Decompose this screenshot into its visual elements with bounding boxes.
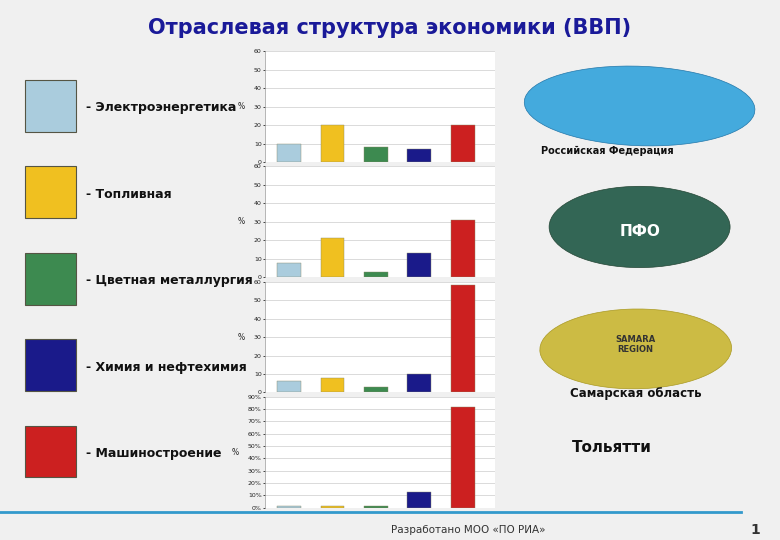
- Text: 1: 1: [750, 523, 760, 537]
- Y-axis label: % : %: [238, 102, 247, 111]
- Text: Тольятти: Тольятти: [573, 440, 652, 455]
- Bar: [407, 253, 431, 278]
- Text: - Топливная: - Топливная: [86, 188, 172, 201]
- Bar: [407, 149, 431, 162]
- Text: ПФО: ПФО: [619, 224, 660, 239]
- Text: Отраслевая структура экономики (ВВП): Отраслевая структура экономики (ВВП): [148, 18, 632, 38]
- Text: - Химия и нефтехимия: - Химия и нефтехимия: [86, 361, 246, 374]
- Y-axis label: % : %: [238, 333, 247, 341]
- Bar: [277, 144, 301, 162]
- FancyBboxPatch shape: [25, 80, 76, 132]
- Bar: [407, 374, 431, 393]
- FancyBboxPatch shape: [25, 339, 76, 391]
- Bar: [321, 125, 345, 162]
- Bar: [277, 262, 301, 278]
- Ellipse shape: [549, 186, 730, 268]
- Bar: [364, 387, 388, 393]
- Text: - Электроэнергетика: - Электроэнергетика: [86, 102, 236, 114]
- Y-axis label: % : %: [238, 218, 247, 226]
- Bar: [321, 507, 345, 508]
- FancyBboxPatch shape: [25, 166, 76, 218]
- Bar: [364, 147, 388, 162]
- Ellipse shape: [540, 309, 732, 389]
- FancyBboxPatch shape: [25, 426, 76, 477]
- Bar: [321, 377, 345, 393]
- Y-axis label: % : %: [232, 448, 242, 457]
- Bar: [451, 220, 475, 278]
- Text: Самарская область: Самарская область: [570, 387, 701, 400]
- Bar: [407, 491, 431, 508]
- Bar: [364, 507, 388, 508]
- Bar: [364, 272, 388, 278]
- Text: SAMARA
REGION: SAMARA REGION: [615, 335, 656, 354]
- Ellipse shape: [524, 66, 755, 146]
- Bar: [277, 381, 301, 393]
- Bar: [277, 507, 301, 508]
- FancyBboxPatch shape: [25, 253, 76, 305]
- Bar: [451, 407, 475, 508]
- Bar: [451, 125, 475, 162]
- Bar: [451, 285, 475, 393]
- Text: - Машиностроение: - Машиностроение: [86, 447, 222, 460]
- Text: Российская Федерация: Российская Федерация: [541, 146, 673, 156]
- Bar: [321, 239, 345, 278]
- Text: - Цветная металлургия: - Цветная металлургия: [86, 274, 253, 287]
- Text: Разработано МОО «ПО РИА»: Разработано МОО «ПО РИА»: [391, 524, 545, 535]
